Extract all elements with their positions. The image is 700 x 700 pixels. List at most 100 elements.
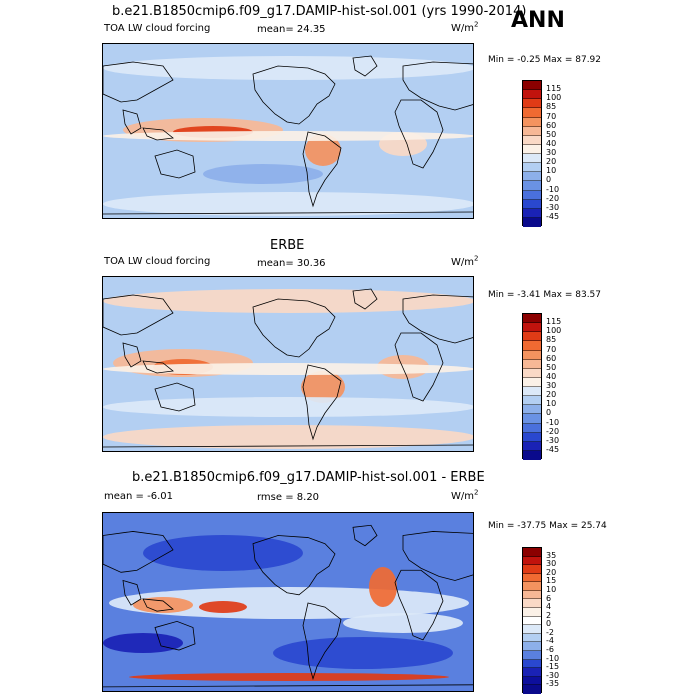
colorbar-tick-label: -45 — [546, 211, 560, 221]
colorbar-tick-label: 0 — [546, 408, 552, 418]
colorbar-segment — [523, 432, 541, 442]
colorbar-tick-label: 60 — [546, 120, 557, 130]
colorbar-tick-label: 35 — [546, 550, 557, 560]
colorbar-segment — [523, 99, 541, 109]
colorbar-tick-label: 30 — [546, 148, 557, 157]
panel-model-map — [102, 43, 474, 219]
colorbar-tick-label: 115 — [546, 317, 562, 327]
colorbar-tick-label: 0 — [546, 175, 552, 185]
colorbar-segment — [523, 368, 541, 378]
panel-model-units: W/m2 — [451, 20, 479, 34]
colorbar-segment — [523, 199, 541, 209]
panel-diff-mean-label: mean = -6.01 — [104, 491, 173, 502]
panel-obs-minmax: Min = -3.41 Max = 83.57 — [488, 290, 602, 300]
colorbar-segment — [523, 599, 541, 609]
panel-obs-units: W/m2 — [451, 254, 479, 268]
colorbar-tick-label: 0 — [546, 619, 552, 629]
colorbar-tick-label: 4 — [546, 602, 552, 612]
colorbar-tick-label: 6 — [546, 593, 552, 603]
colorbar-segment — [523, 108, 541, 118]
colorbar-segment — [523, 135, 541, 145]
colorbar-tick-label: 50 — [546, 362, 557, 372]
colorbar-segment — [523, 616, 541, 626]
colorbar-segment — [523, 172, 541, 182]
colorbar-segment — [523, 81, 541, 91]
colorbar-tick-label: -30 — [546, 670, 560, 680]
colorbar-tick-label: 70 — [546, 344, 557, 354]
panel-diff-title: b.e21.B1850cmip6.f09_g17.DAMIP-hist-sol.… — [132, 470, 485, 485]
colorbar-segment — [523, 208, 541, 218]
colorbar-segment — [523, 441, 541, 451]
colorbar-segment — [523, 323, 541, 333]
colorbar-tick-label: -15 — [546, 662, 560, 672]
panel-obs-colorbar — [522, 313, 542, 460]
colorbar-tick-label: 10 — [546, 166, 557, 176]
colorbar-segment — [523, 668, 541, 677]
colorbar-tick-label: 85 — [546, 335, 557, 345]
colorbar-segment — [523, 377, 541, 387]
colorbar-segment — [523, 450, 541, 460]
colorbar-segment — [523, 126, 541, 136]
colorbar-tick-label: 70 — [546, 111, 557, 121]
colorbar-segment — [523, 548, 541, 557]
colorbar-segment — [523, 414, 541, 424]
colorbar-segment — [523, 659, 541, 669]
colorbar-tick-label: -30 — [546, 202, 560, 212]
colorbar-segment — [523, 181, 541, 191]
panel-model-mean-label: mean= 24.35 — [257, 24, 326, 35]
colorbar-segment — [523, 650, 541, 660]
colorbar-tick-label: 30 — [546, 381, 557, 390]
colorbar-segment — [523, 396, 541, 406]
colorbar-segment — [523, 332, 541, 342]
colorbar-tick-label: -4 — [546, 636, 554, 646]
colorbar-segment — [523, 190, 541, 200]
colorbar-tick-label: 30 — [546, 559, 557, 569]
colorbar-segment — [523, 350, 541, 360]
colorbar-segment — [523, 90, 541, 100]
colorbar-tick-label: 15 — [546, 576, 557, 586]
colorbar-tick-label: 10 — [546, 399, 557, 409]
colorbar-tick-label: -10 — [546, 417, 560, 427]
panel-diff-colorbar — [522, 547, 542, 694]
panel-model-variable-label: TOA LW cloud forcing — [104, 23, 211, 34]
colorbar-segment — [523, 582, 541, 591]
colorbar-tick-label: -20 — [546, 193, 560, 203]
panel-obs-variable-label: TOA LW cloud forcing — [104, 256, 211, 267]
colorbar-tick-label: -20 — [546, 426, 560, 436]
colorbar-tick-label: 20 — [546, 567, 557, 577]
colorbar-tick-label: 85 — [546, 102, 557, 112]
season-label: ANN — [511, 8, 565, 33]
colorbar-segment — [523, 685, 541, 694]
colorbar-tick-label: 40 — [546, 371, 557, 381]
colorbar-tick-label: 50 — [546, 129, 557, 139]
colorbar-tick-label: -30 — [546, 435, 560, 445]
colorbar-segment — [523, 154, 541, 164]
panel-model-colorbar — [522, 80, 542, 227]
main-title: b.e21.B1850cmip6.f09_g17.DAMIP-hist-sol.… — [112, 4, 527, 19]
colorbar-segment — [523, 217, 541, 227]
colorbar-segment — [523, 314, 541, 324]
colorbar-segment — [523, 341, 541, 351]
colorbar-segment — [523, 163, 541, 173]
colorbar-segment — [523, 423, 541, 433]
colorbar-tick-label: -6 — [546, 645, 554, 655]
panel-obs-mean-label: mean= 30.36 — [257, 258, 326, 269]
panel-diff-units: W/m2 — [451, 488, 479, 502]
colorbar-tick-label: 100 — [546, 93, 562, 103]
colorbar-segment — [523, 573, 541, 583]
colorbar-tick-label: 20 — [546, 157, 557, 167]
colorbar-tick-label: 115 — [546, 84, 562, 94]
colorbar-segment — [523, 565, 541, 574]
colorbar-segment — [523, 625, 541, 634]
panel-obs-title: ERBE — [270, 238, 305, 253]
colorbar-segment — [523, 144, 541, 154]
panel-obs-map — [102, 276, 474, 452]
colorbar-segment — [523, 676, 541, 686]
colorbar-segment — [523, 359, 541, 369]
colorbar-segment — [523, 405, 541, 415]
colorbar-tick-label: -45 — [546, 444, 560, 454]
colorbar-tick-label: 60 — [546, 353, 557, 363]
colorbar-tick-label: 20 — [546, 390, 557, 400]
panel-diff-minmax: Min = -37.75 Max = 25.74 — [488, 521, 607, 531]
colorbar-tick-label: 10 — [546, 584, 557, 594]
